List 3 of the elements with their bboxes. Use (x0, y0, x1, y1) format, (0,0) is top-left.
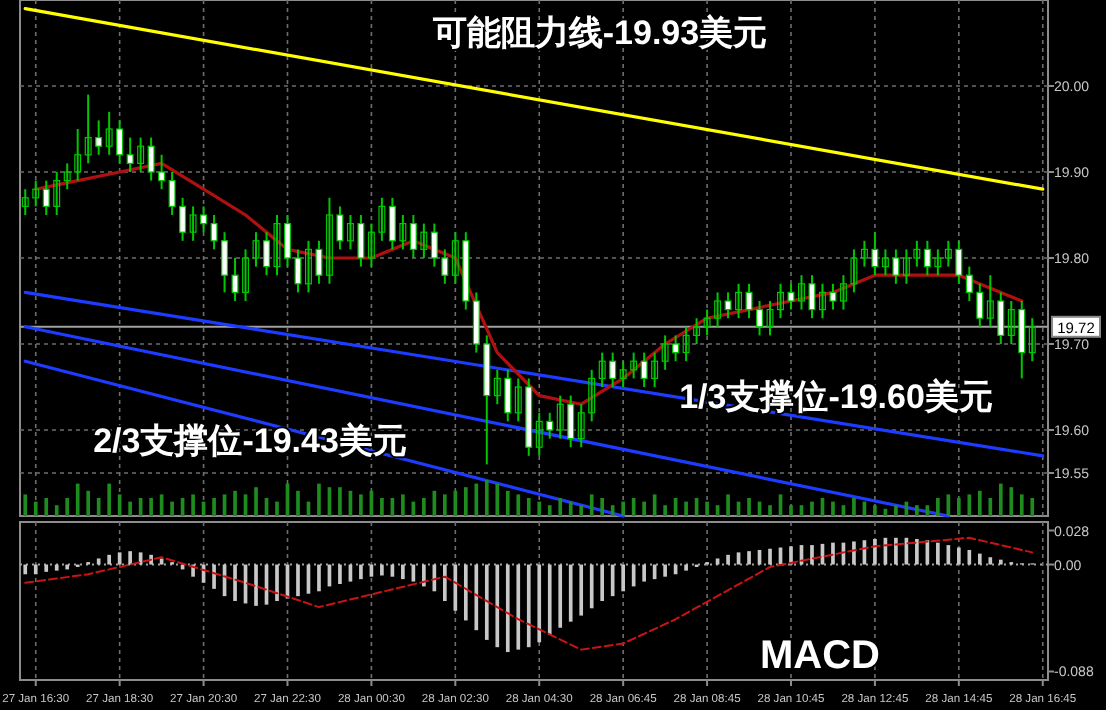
annotation: MACD (760, 634, 880, 678)
annotation: 可能阻力线-19.93美元 (430, 14, 768, 52)
candlestick (1028, 317, 1036, 363)
